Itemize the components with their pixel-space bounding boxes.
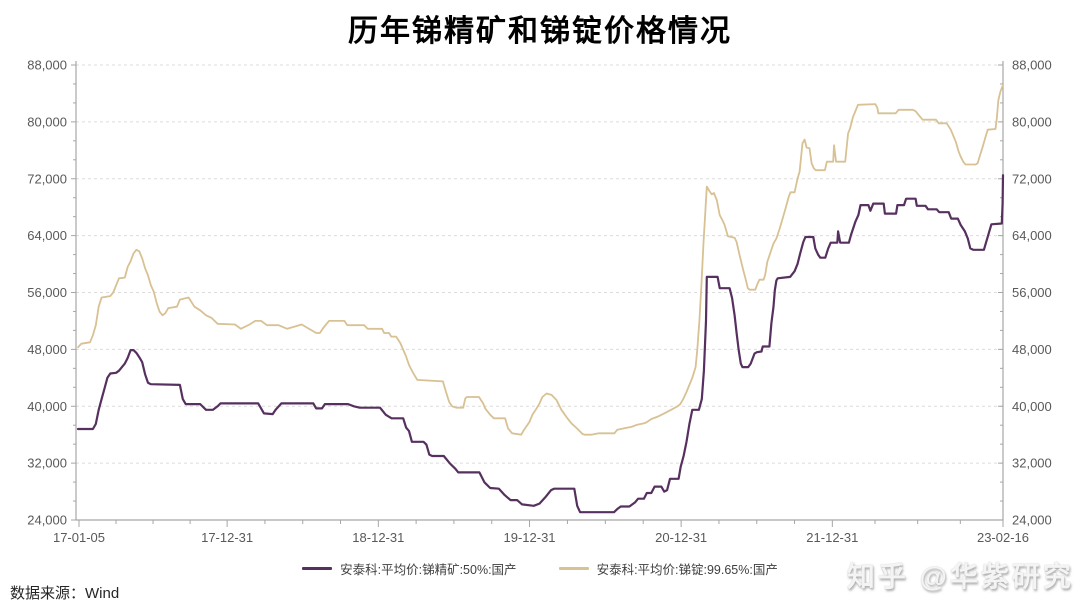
x-axis-label: 18-12-31 [352, 530, 404, 545]
legend: 安泰科:平均价:锑精矿:50%:国产 安泰科:平均价:锑锭:99.65%:国产 [0, 558, 1080, 578]
y-axis-label-right: 24,000 [1012, 513, 1052, 528]
legend-label-ingot: 安泰科:平均价:锑锭:99.65%:国产 [596, 562, 778, 577]
y-axis-label-right: 32,000 [1012, 456, 1052, 471]
legend-label-concentrate: 安泰科:平均价:锑精矿:50%:国产 [340, 562, 517, 577]
y-axis-label-left: 64,000 [27, 228, 67, 243]
legend-line-swatch-concentrate [302, 566, 333, 570]
x-axis-label: 17-01-05 [53, 530, 105, 545]
y-axis-label-right: 48,000 [1012, 342, 1052, 357]
y-axis-label-left: 48,000 [27, 342, 67, 357]
y-axis-label-left: 32,000 [27, 456, 67, 471]
chart-title: 历年锑精矿和锑锭价格情况 [348, 15, 732, 48]
x-axis-label: 20-12-31 [655, 530, 707, 545]
y-axis-label-right: 40,000 [1012, 399, 1052, 414]
y-axis-label-right: 56,000 [1012, 285, 1052, 300]
y-axis-label-left: 80,000 [27, 114, 67, 129]
legend-item-antimony-concentrate: 安泰科:平均价:锑精矿:50%:国产 [302, 559, 517, 578]
series-line-antimony-concentrate [76, 174, 1005, 514]
x-axis-label: 21-12-31 [806, 530, 858, 545]
x-axis-label: 19-12-31 [503, 530, 555, 545]
x-axis-label: 23-02-16 [977, 530, 1029, 545]
y-axis-label-left: 24,000 [27, 513, 67, 528]
y-axis-label-right: 88,000 [1012, 58, 1052, 73]
data-source-label: 数据来源：Wind [10, 585, 120, 602]
series-line-antimony-ingot [77, 84, 1004, 436]
y-axis-label-left: 56,000 [27, 285, 67, 300]
y-axis-label-left: 88,000 [27, 58, 67, 73]
x-axis-label: 17-12-31 [201, 530, 253, 545]
y-axis-label-left: 40,000 [27, 399, 67, 414]
y-axis-label-right: 80,000 [1012, 114, 1052, 129]
y-axis-label-left: 72,000 [27, 171, 67, 186]
y-axis-label-right: 64,000 [1012, 228, 1052, 243]
legend-line-swatch-ingot [558, 566, 589, 570]
y-axis-label-right: 72,000 [1012, 171, 1052, 186]
legend-item-antimony-ingot: 安泰科:平均价:锑锭:99.65%:国产 [558, 559, 778, 578]
